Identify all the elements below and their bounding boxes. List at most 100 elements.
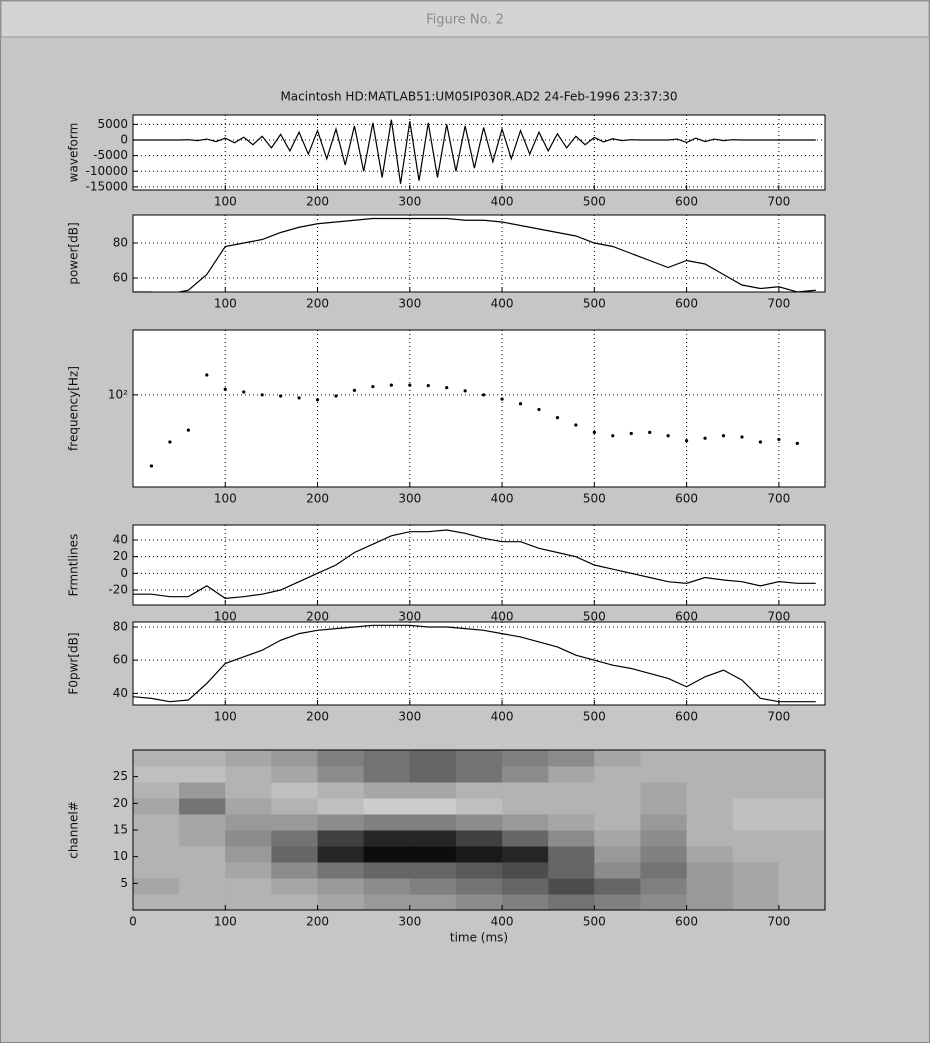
heat-cell bbox=[317, 750, 365, 767]
x-tick-label: 100 bbox=[214, 710, 237, 724]
heat-cell bbox=[133, 830, 180, 847]
heat-cell bbox=[594, 830, 641, 847]
x-tick-label: 200 bbox=[306, 297, 329, 311]
data-point bbox=[685, 439, 689, 443]
heat-cell bbox=[409, 798, 457, 815]
y-axis-label: frequency[Hz] bbox=[67, 366, 81, 451]
x-tick-label: 200 bbox=[306, 492, 329, 506]
y-tick-label: 10 bbox=[113, 849, 128, 863]
heat-cell bbox=[640, 830, 688, 847]
y-tick-label: -15000 bbox=[85, 179, 128, 193]
heat-cell bbox=[225, 862, 272, 879]
data-line bbox=[133, 624, 816, 703]
x-tick-label: 600 bbox=[675, 297, 698, 311]
heat-cell bbox=[317, 814, 365, 831]
heat-cell bbox=[548, 814, 595, 831]
data-point bbox=[315, 398, 320, 402]
x-tick-label: 200 bbox=[306, 195, 329, 209]
x-tick-label: 500 bbox=[583, 610, 606, 624]
heat-cell bbox=[548, 862, 595, 879]
heat-cell bbox=[363, 878, 411, 895]
heat-cell bbox=[686, 750, 734, 767]
x-tick-label: 400 bbox=[491, 492, 514, 506]
data-point bbox=[260, 393, 264, 397]
heat-cell bbox=[778, 846, 825, 863]
heat-cell bbox=[225, 846, 272, 863]
x-tick-label: 300 bbox=[398, 610, 421, 624]
heat-cell bbox=[271, 846, 319, 863]
x-tick-label: 700 bbox=[767, 195, 790, 209]
heat-cell bbox=[686, 798, 734, 815]
heat-cell bbox=[778, 798, 825, 815]
heat-cell bbox=[455, 766, 503, 783]
heat-cell bbox=[778, 766, 825, 783]
heat-cell bbox=[548, 846, 595, 863]
heat-cell bbox=[594, 782, 641, 799]
heat-cell bbox=[686, 894, 734, 910]
y-tick-label: 25 bbox=[113, 769, 128, 783]
y-tick-label: 60 bbox=[113, 653, 128, 667]
y-tick-label: 60 bbox=[113, 271, 128, 285]
data-point bbox=[666, 434, 670, 438]
heat-cell bbox=[455, 862, 503, 879]
data-line bbox=[133, 217, 816, 292]
x-tick-label: 600 bbox=[675, 710, 698, 724]
heat-cell bbox=[732, 894, 780, 910]
data-point bbox=[334, 394, 338, 398]
heat-cell bbox=[179, 830, 226, 847]
x-tick-label: 500 bbox=[583, 492, 606, 506]
x-tick-label: 500 bbox=[583, 297, 606, 311]
x-tick-label: 400 bbox=[491, 297, 514, 311]
heat-cell bbox=[686, 878, 734, 895]
heat-cell bbox=[548, 782, 595, 799]
heat-cell bbox=[778, 830, 825, 847]
axes-frame bbox=[132, 749, 826, 911]
axes: 100 200 300 400 500 600 700 80 60 40 F0pwr[dB] bbox=[67, 619, 826, 724]
heat-cell bbox=[133, 798, 180, 815]
heat-cell bbox=[732, 750, 780, 767]
x-tick-label: 500 bbox=[583, 915, 606, 929]
axes-frame bbox=[132, 114, 826, 191]
heat-cell bbox=[778, 878, 825, 895]
heat-cell bbox=[225, 798, 272, 815]
y-tick-label: 0 bbox=[120, 133, 128, 147]
heat-cell bbox=[271, 830, 319, 847]
plot-area bbox=[133, 115, 825, 190]
x-tick-label: 700 bbox=[767, 610, 790, 624]
x-tick-label: 100 bbox=[214, 195, 237, 209]
axes-frame bbox=[132, 524, 826, 606]
plot-area bbox=[133, 330, 825, 487]
heat-cell bbox=[179, 894, 226, 910]
heat-cell bbox=[640, 878, 688, 895]
data-point bbox=[574, 423, 578, 427]
y-tick-label: 5000 bbox=[97, 117, 128, 131]
title-bar[interactable] bbox=[0, 0, 930, 38]
y-tick-label: -20 bbox=[108, 583, 128, 597]
x-tick-label: 200 bbox=[306, 915, 329, 929]
heat-cell bbox=[732, 782, 780, 799]
heat-cell bbox=[133, 750, 180, 767]
heat-cell bbox=[409, 894, 457, 910]
chart-title: Macintosh HD:MATLAB51:UM05IP030R.AD2 24-… bbox=[280, 90, 677, 104]
heat-cell bbox=[317, 830, 365, 847]
heat-cell bbox=[502, 750, 549, 767]
heat-cell bbox=[455, 782, 503, 799]
x-tick-label: 700 bbox=[767, 297, 790, 311]
data-layer bbox=[133, 529, 816, 599]
data-layer bbox=[133, 624, 816, 703]
data-point bbox=[426, 383, 430, 388]
heat-cell bbox=[455, 814, 503, 831]
data-point bbox=[500, 397, 504, 401]
heat-cell bbox=[363, 766, 411, 783]
data-point bbox=[352, 388, 357, 392]
x-tick-label: 100 bbox=[214, 297, 237, 311]
data-point bbox=[777, 437, 781, 442]
x-tick-label: 0 bbox=[129, 915, 137, 929]
heat-cell bbox=[225, 830, 272, 847]
data-point bbox=[703, 436, 707, 440]
axes: 100 200 300 400 500 600 700 5000 0-5000 -10000-15… bbox=[67, 90, 826, 209]
x-tick-label: 100 bbox=[214, 610, 237, 624]
heat-cell bbox=[502, 862, 549, 879]
heat-cell bbox=[548, 894, 595, 910]
x-tick-label: 100 bbox=[214, 492, 237, 506]
